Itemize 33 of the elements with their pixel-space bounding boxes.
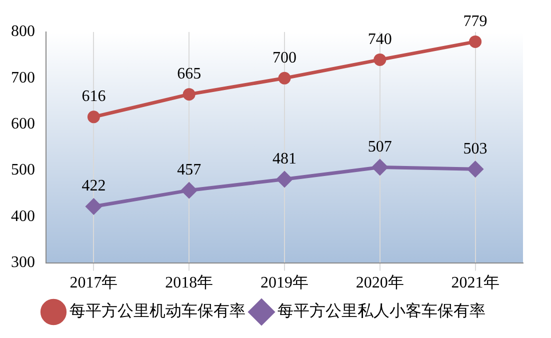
point <box>276 172 292 187</box>
legend-label: 每平方公里私人小客车保有率 <box>278 302 486 320</box>
data-label: 740 <box>368 30 392 48</box>
data-label: 616 <box>82 88 106 106</box>
y-tick-label: 700 <box>11 69 35 86</box>
y-tick-label: 600 <box>11 116 35 133</box>
x-tick-label: 2020年 <box>356 274 404 292</box>
data-label: 457 <box>177 162 202 179</box>
point <box>372 160 388 175</box>
point <box>469 35 482 48</box>
point <box>181 182 197 198</box>
data-label: 422 <box>82 178 106 195</box>
x-tick-label: 2021年 <box>451 274 500 292</box>
x-tick-label: 2017年 <box>70 274 118 292</box>
point <box>374 53 386 66</box>
data-label: 481 <box>272 150 296 168</box>
y-tick-label: 300 <box>11 254 35 272</box>
data-label: 507 <box>368 138 392 156</box>
y-tick-label: 400 <box>11 208 35 225</box>
data-label: 700 <box>272 49 296 66</box>
legend-label: 每平方公里机动车保有率 <box>70 302 246 320</box>
x-tick-label: 2018年 <box>165 274 214 292</box>
data-label: 665 <box>177 66 202 83</box>
point <box>278 72 291 84</box>
point <box>182 88 196 101</box>
y-tick-label: 800 <box>11 23 35 40</box>
x-tick-label: 2019年 <box>260 274 308 292</box>
point <box>87 110 100 124</box>
point <box>86 198 102 214</box>
data-label: 779 <box>463 12 488 30</box>
y-tick-label: 500 <box>11 162 35 179</box>
data-label: 503 <box>463 140 488 158</box>
point <box>468 161 484 177</box>
